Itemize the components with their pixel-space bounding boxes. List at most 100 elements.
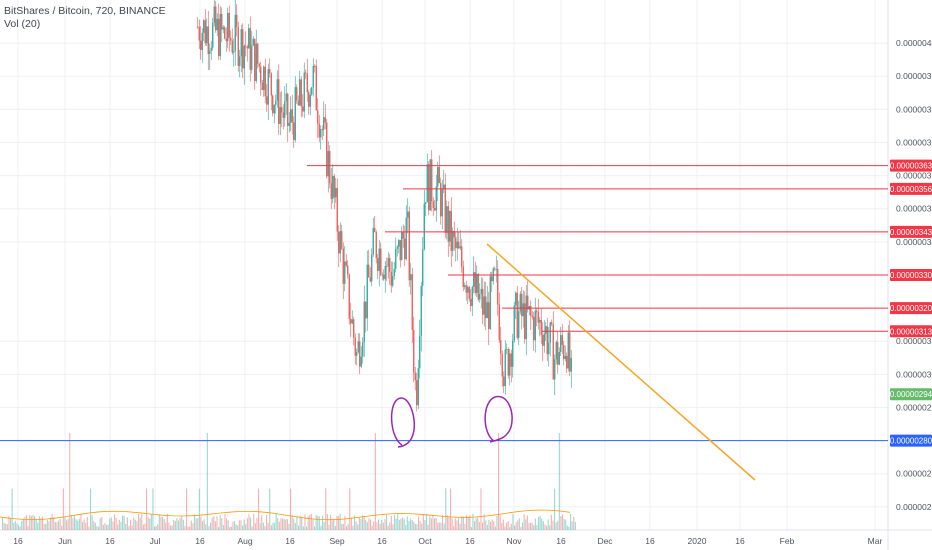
candle-body [276, 79, 278, 101]
volume-bar [469, 515, 471, 530]
volume-bar [523, 514, 525, 530]
candle-body [404, 238, 406, 260]
time-tick-label: 16 [377, 536, 387, 546]
volume-bar [186, 488, 188, 530]
volume-bar [506, 522, 508, 530]
candle-body [515, 292, 517, 306]
candle-body [354, 337, 356, 356]
candle-body [275, 100, 277, 105]
candle-body [257, 43, 259, 64]
candle-body [480, 288, 482, 295]
candle-body [203, 20, 205, 33]
candle-body [375, 232, 377, 259]
candle-body [531, 315, 533, 317]
volume-bar [6, 524, 8, 530]
volume-bar [459, 523, 461, 530]
volume-bar [552, 520, 554, 530]
candle-body [233, 51, 235, 53]
volume-bar [454, 518, 456, 530]
annotation-circle-bottom-2[interactable] [484, 395, 513, 443]
volume-bar [515, 522, 517, 530]
candle-body [527, 295, 529, 310]
candle-body [281, 107, 283, 113]
candle-body [483, 296, 485, 315]
candle-body [435, 186, 437, 211]
candle-body [230, 37, 232, 41]
volume-bar [472, 513, 474, 530]
candle-body [345, 261, 347, 266]
candle-body [288, 122, 290, 126]
candle-body [348, 274, 350, 319]
volume-bar [101, 516, 103, 530]
volume-bar [464, 524, 466, 530]
volume-bar [210, 522, 212, 530]
volume-bar [344, 515, 346, 530]
volume-bar [142, 524, 144, 530]
current-price-badge [890, 388, 932, 401]
volume-bar [475, 518, 477, 530]
price-tick-label: 0.00000340 [896, 237, 932, 247]
candle-body [503, 376, 505, 387]
horizontal-levels[interactable]: 0.00000363 0.00000356 0.00000343 0.00000330… [307, 159, 932, 338]
volume-bar [50, 517, 52, 530]
volume-bar [38, 516, 40, 530]
volume-bar [259, 523, 261, 530]
candle-body [333, 175, 335, 198]
annotation-circle-bottom-1[interactable] [390, 397, 416, 448]
candle-body [399, 240, 401, 261]
volume-bar [77, 520, 79, 530]
volume-bar [346, 526, 348, 530]
volume-bar [360, 519, 362, 530]
candle-body [561, 335, 563, 345]
volume-bar [155, 526, 157, 530]
volume-bar [390, 515, 392, 530]
candle-body [299, 79, 301, 106]
volume-bar [440, 522, 442, 530]
time-tick-label: 16 [195, 536, 205, 546]
volume-bar [411, 520, 413, 530]
volume-bar [507, 521, 509, 530]
volume-indicator-label[interactable]: Vol (20) [4, 17, 41, 30]
volume-bar [403, 518, 405, 530]
candle-body [462, 266, 464, 287]
volume-bar [237, 525, 239, 530]
volume-bar [99, 518, 101, 530]
volume-bar [227, 520, 229, 530]
descending-trendline[interactable] [486, 243, 756, 481]
candle-body [347, 265, 349, 275]
volume-bar [181, 515, 183, 530]
volume-bar [408, 521, 410, 530]
volume-bar [562, 514, 564, 530]
volume-bar [302, 526, 304, 530]
volume-bar [314, 526, 316, 530]
volume-bar [355, 521, 357, 530]
candle-body [434, 207, 436, 211]
volume-bar [254, 523, 256, 530]
candle-body [476, 274, 478, 293]
volume-bar [128, 525, 130, 530]
candle-body [570, 357, 572, 372]
candle-body [264, 66, 266, 97]
candle-body [222, 27, 224, 30]
candle-body [210, 47, 212, 51]
volume-bar [286, 518, 288, 530]
level-price-label: 0.00000343 [890, 228, 932, 237]
level-price-badge [890, 302, 932, 315]
candle-body [308, 92, 310, 107]
candle-body [371, 254, 373, 282]
volume-bar [485, 520, 487, 530]
candle-body [305, 72, 307, 74]
symbol-title[interactable]: BitShares / Bitcoin, 720, BINANCE [4, 5, 166, 17]
volume-bar [126, 517, 128, 530]
time-axis[interactable]: 16 Jun 16 Jul 16 Aug 16 Sep 16 Oct 16 Nov 16 Dec 16 202… [13, 536, 882, 546]
price-axis[interactable]: 0.00000400 0.00000390 0.00000380 0.00000370… [896, 38, 932, 512]
candle-body [467, 286, 469, 293]
volume-bar [293, 518, 295, 530]
volume-bar [526, 515, 528, 530]
candle-body [239, 56, 241, 66]
volume-bar [26, 515, 28, 530]
volume-bar [242, 525, 244, 530]
candle-body [351, 319, 353, 324]
volume-bar [493, 521, 495, 530]
